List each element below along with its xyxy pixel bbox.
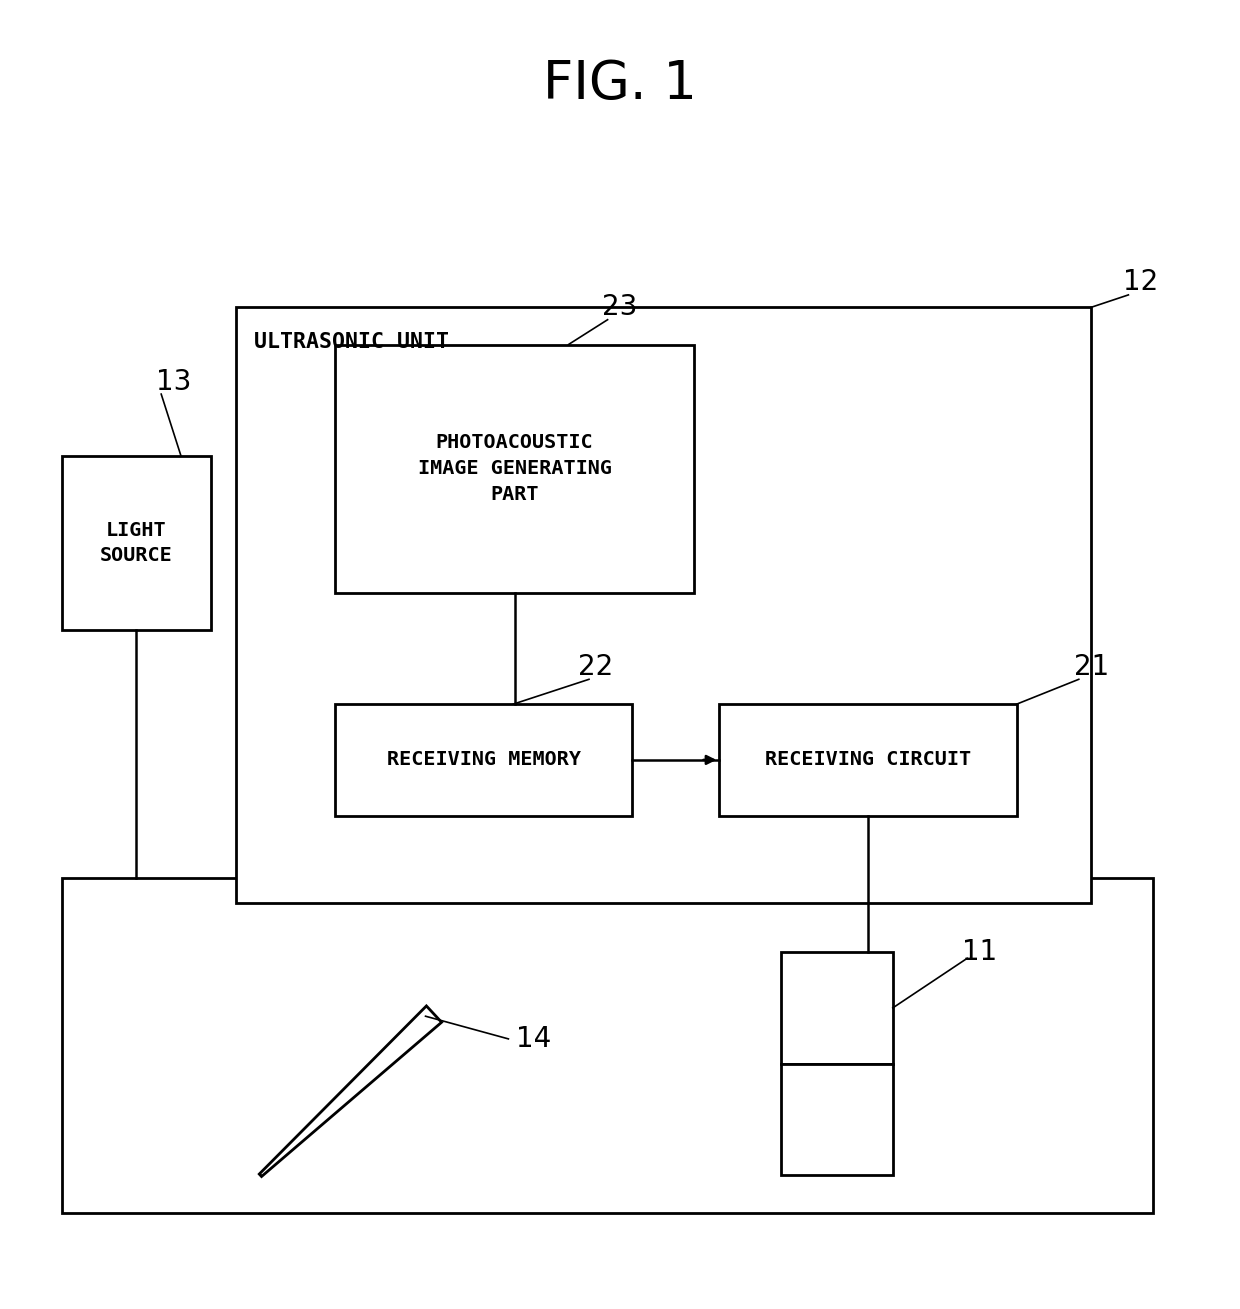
Polygon shape	[259, 1005, 441, 1177]
Text: RECEIVING CIRCUIT: RECEIVING CIRCUIT	[765, 750, 971, 770]
Polygon shape	[236, 308, 1091, 902]
Text: FIG. 1: FIG. 1	[543, 58, 697, 110]
Polygon shape	[335, 704, 632, 816]
Polygon shape	[781, 1064, 893, 1175]
Text: 11: 11	[962, 939, 997, 966]
Polygon shape	[781, 952, 893, 1064]
Polygon shape	[62, 456, 211, 630]
Text: 12: 12	[1123, 268, 1158, 297]
Text: RECEIVING MEMORY: RECEIVING MEMORY	[387, 750, 580, 770]
Text: 22: 22	[578, 653, 613, 681]
Text: 21: 21	[1074, 653, 1109, 681]
Polygon shape	[260, 1174, 262, 1175]
Polygon shape	[719, 704, 1017, 816]
Text: 13: 13	[156, 368, 191, 395]
Polygon shape	[335, 344, 694, 593]
Text: LIGHT
SOURCE: LIGHT SOURCE	[100, 521, 172, 565]
Text: PHOTOACOUSTIC
IMAGE GENERATING
PART: PHOTOACOUSTIC IMAGE GENERATING PART	[418, 432, 611, 504]
Text: ULTRASONIC UNIT: ULTRASONIC UNIT	[254, 332, 449, 352]
Text: 14: 14	[516, 1025, 551, 1052]
Text: 23: 23	[603, 293, 637, 321]
Polygon shape	[62, 878, 1153, 1212]
